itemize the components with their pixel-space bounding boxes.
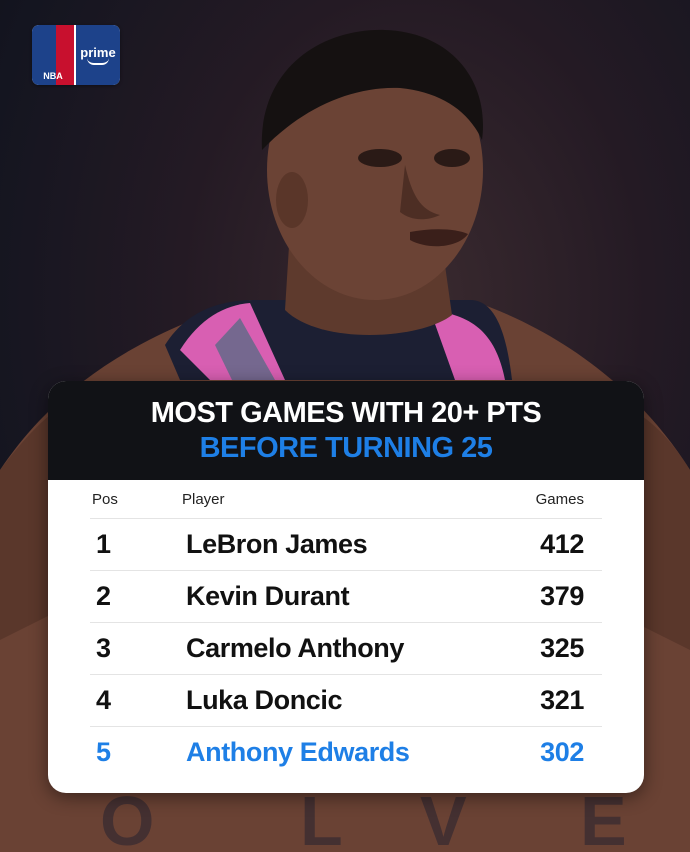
header-player: Player	[182, 490, 225, 508]
table-row-highlighted: 5 Anthony Edwards 302	[90, 727, 602, 778]
svg-text:V: V	[420, 782, 467, 852]
title-line-2: BEFORE TURNING 25	[199, 431, 493, 464]
nba-logo: NBA	[32, 25, 74, 85]
row-player: LeBron James	[186, 529, 368, 559]
row-player: Kevin Durant	[186, 581, 350, 611]
card-header: MOST GAMES WITH 20+ PTS BEFORE TURNING 2…	[48, 381, 644, 480]
row-player: Luka Doncic	[186, 685, 343, 715]
nba-logo-text: NBA	[43, 71, 63, 81]
leaderboard-table: Pos Player Games 1 LeBron James 412 2 Ke…	[48, 480, 644, 778]
row-games: 302	[540, 737, 584, 767]
row-games: 325	[540, 633, 584, 663]
row-games: 379	[540, 581, 584, 611]
prime-logo: prime	[74, 25, 120, 85]
title-line-1: MOST GAMES WITH 20+ PTS	[150, 396, 542, 429]
table-header: Pos Player Games	[90, 480, 602, 519]
table-row: 1 LeBron James 412	[90, 519, 602, 571]
table-row: 3 Carmelo Anthony 325	[90, 623, 602, 675]
prime-logo-text: prime	[80, 45, 116, 60]
row-games: 412	[540, 529, 584, 559]
header-pos: Pos	[92, 490, 118, 508]
row-pos: 1	[96, 529, 111, 559]
row-games: 321	[540, 685, 584, 715]
row-pos: 5	[96, 737, 111, 767]
svg-text:E: E	[580, 782, 627, 852]
table-row: 4 Luka Doncic 321	[90, 675, 602, 727]
row-player: Carmelo Anthony	[186, 633, 405, 663]
header-games: Games	[535, 490, 584, 508]
leaderboard-card: MOST GAMES WITH 20+ PTS BEFORE TURNING 2…	[48, 381, 644, 793]
row-pos: 3	[96, 633, 111, 663]
row-player: Anthony Edwards	[186, 737, 410, 767]
row-pos: 4	[96, 685, 111, 715]
nba-prime-logo: NBA prime	[32, 25, 120, 85]
svg-text:L: L	[300, 782, 343, 852]
row-pos: 2	[96, 581, 111, 611]
table-row: 2 Kevin Durant 379	[90, 571, 602, 623]
svg-text:O: O	[100, 782, 154, 852]
prime-smile-icon	[87, 58, 109, 65]
